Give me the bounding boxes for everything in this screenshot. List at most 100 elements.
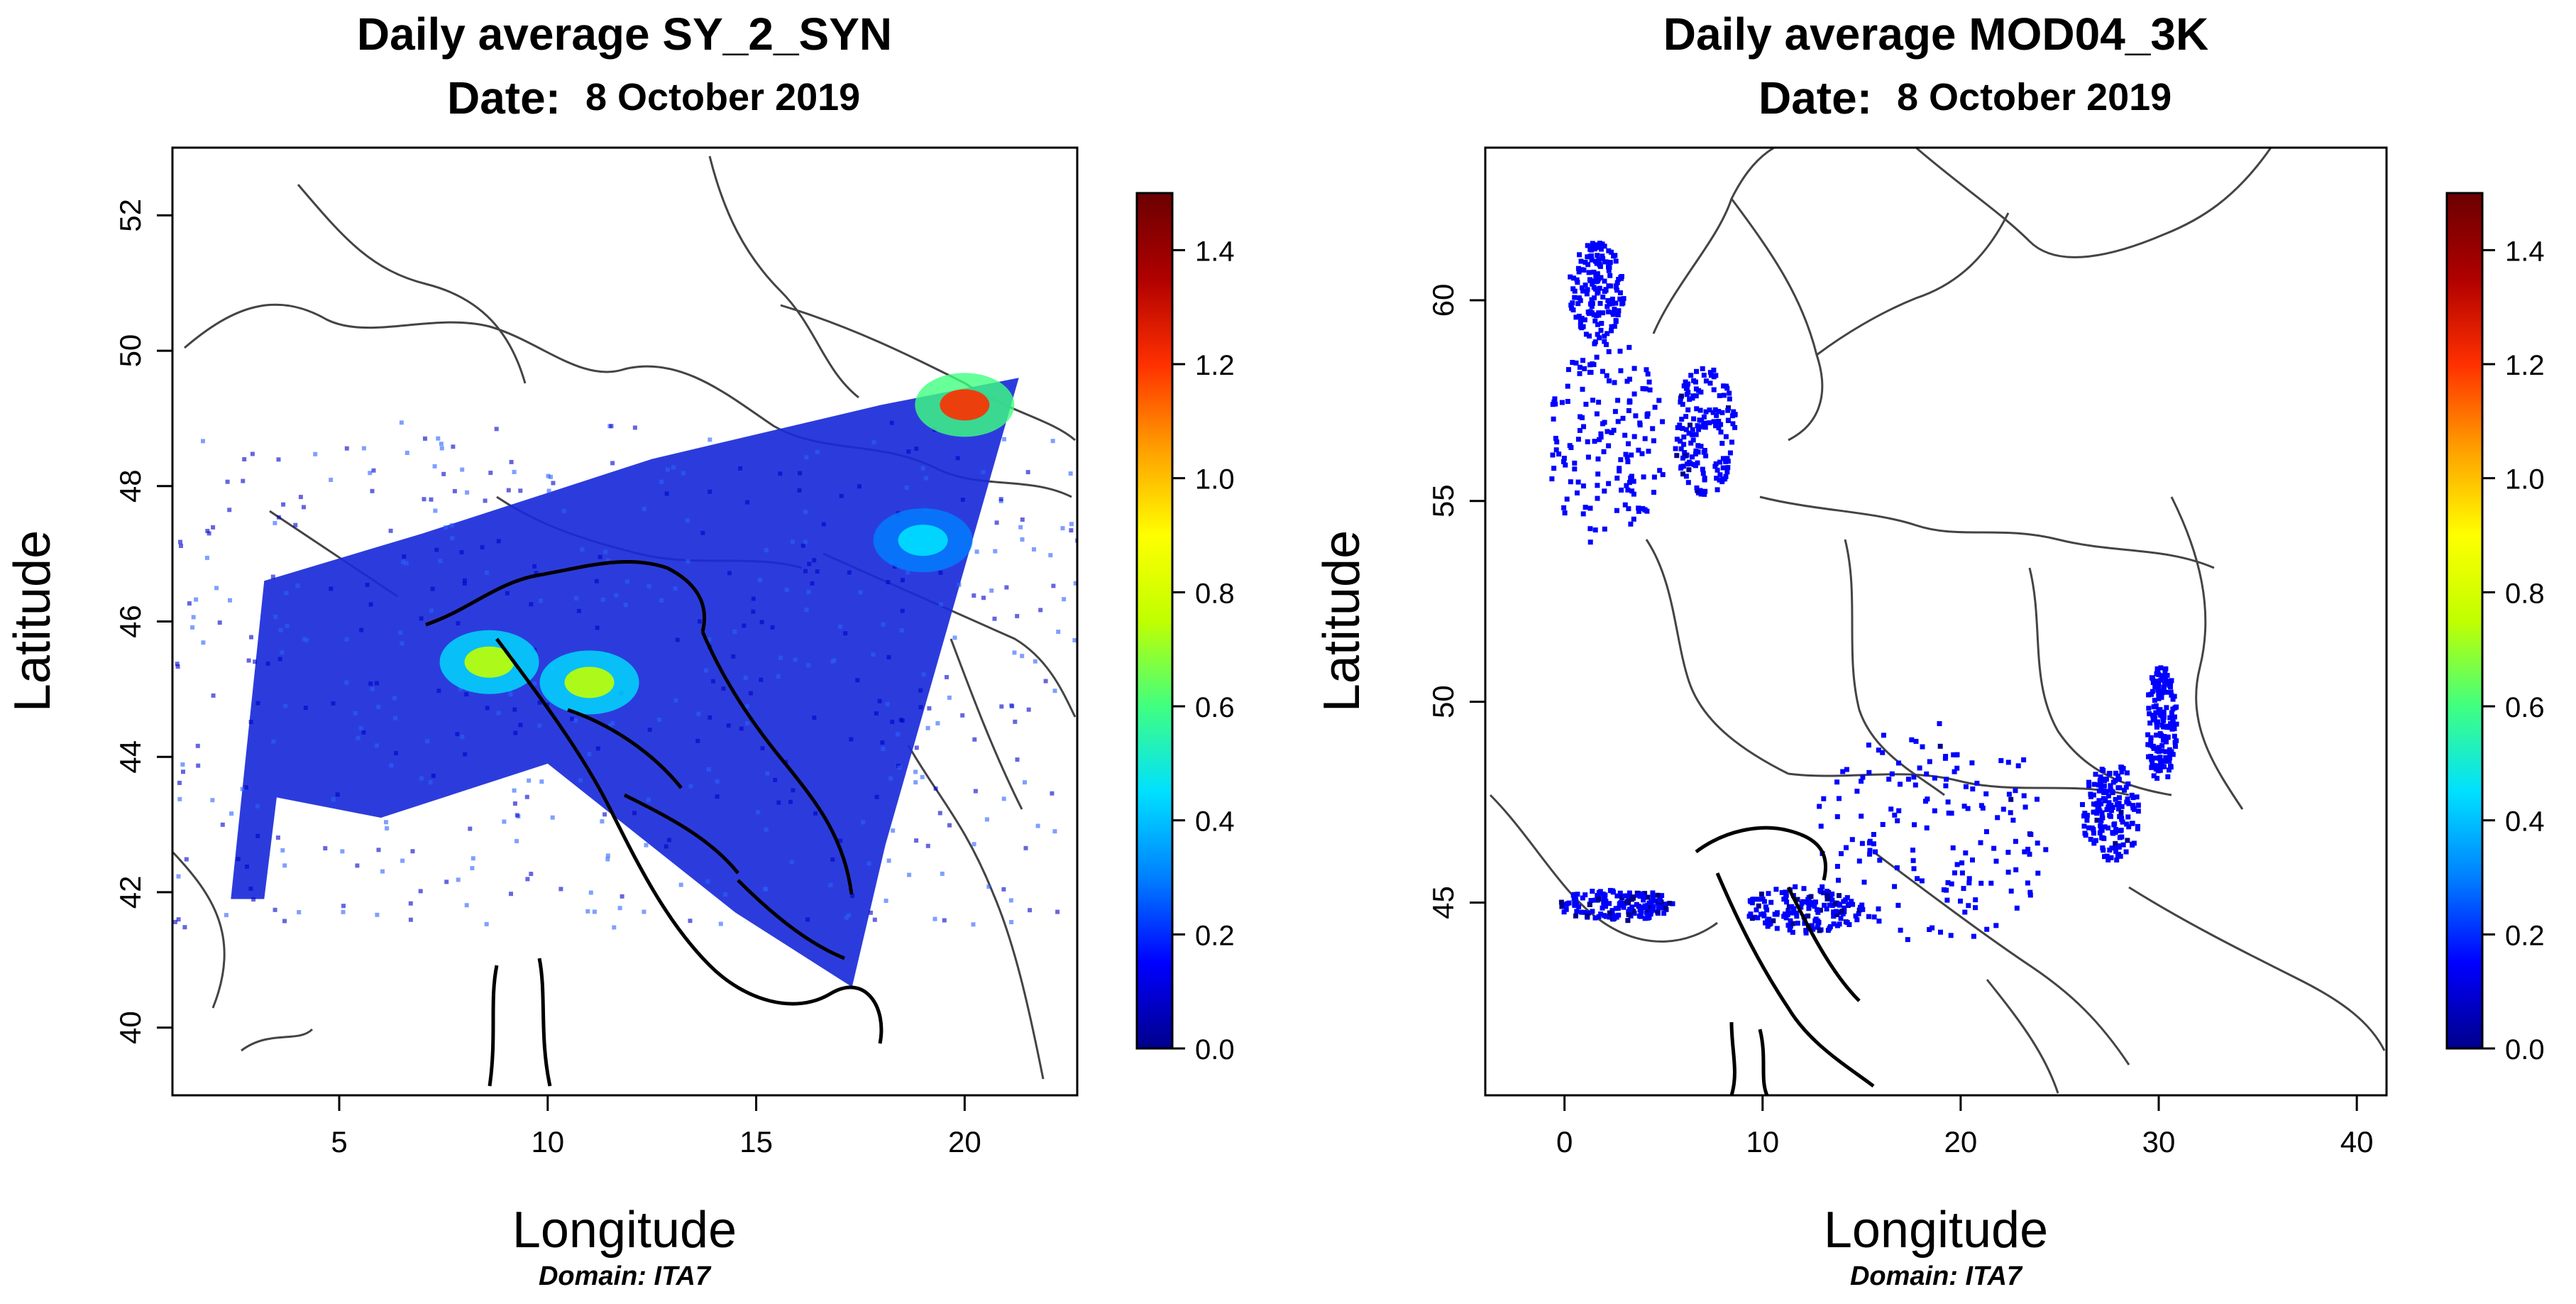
aod-pixel (436, 436, 441, 441)
aod-pixel (539, 598, 543, 603)
aod-pixel (1563, 906, 1569, 912)
aod-pixel (1606, 481, 1612, 486)
aod-pixel (1575, 301, 1581, 307)
aod-pixel (2150, 717, 2156, 723)
aod-pixel (1805, 913, 1811, 919)
aod-pixel (2162, 668, 2168, 674)
x-tick-label: 20 (948, 1125, 981, 1158)
aod-pixel (214, 586, 219, 591)
aod-pixel (821, 522, 826, 527)
aod-pixel (1937, 743, 1943, 749)
aod-pixel (1688, 440, 1694, 446)
aod-pixel (2167, 681, 2173, 686)
aod-pixel (685, 518, 690, 523)
aod-pixel (745, 500, 750, 505)
aod-pixel (1684, 384, 1690, 390)
aod-pixel (1725, 465, 1731, 471)
aod-pixel (914, 446, 919, 451)
aod-pixel (1603, 287, 1609, 293)
aod-pixel (2005, 870, 2011, 875)
aod-pixel (2161, 718, 2167, 723)
chart-title: Daily average SY_2_SYN (357, 9, 892, 60)
aod-pixel (1711, 367, 1717, 373)
colorbar-tick-label: 1.4 (2505, 236, 2545, 267)
aod-pixel (2159, 694, 2164, 700)
aod-pixel (402, 554, 407, 559)
aod-pixel (512, 469, 517, 474)
aod-pixel (700, 530, 705, 535)
aod-pixel (605, 558, 610, 563)
aod-pixel (1695, 423, 1700, 429)
aod-pixel (947, 695, 952, 700)
aod-pixel (657, 718, 662, 722)
aod-pixel (1043, 679, 1048, 684)
aod-pixel (935, 721, 940, 725)
aod-pixel (605, 853, 610, 858)
colorbar-tick-label: 1.4 (1195, 236, 1235, 267)
aod-pixel (1023, 780, 1027, 785)
aod-pixel (1626, 344, 1632, 350)
aod-pixel (1600, 905, 1605, 911)
aod-pixel (647, 728, 652, 732)
aod-pixel (1856, 858, 1862, 864)
aod-pixel (245, 864, 249, 869)
aod-pixel (1002, 437, 1006, 442)
aod-pixel (1582, 317, 1587, 323)
aod-pixel (1859, 813, 1864, 819)
aod-pixel (210, 798, 215, 803)
aod-pixel (2153, 710, 2159, 716)
aod-pixel (927, 706, 932, 711)
aod-pixel (1755, 915, 1761, 921)
aod-pixel (1646, 900, 1652, 906)
aod-pixel (1577, 427, 1583, 433)
aod-pixel (2108, 855, 2114, 860)
aod-pixel (344, 680, 349, 685)
aod-pixel (1641, 894, 1646, 899)
aod-pixel (803, 510, 808, 515)
aod-pixel (2091, 827, 2096, 832)
aod-pixel (1598, 911, 1604, 917)
aod-pixel (1013, 719, 1018, 724)
aod-pixel (1698, 389, 1704, 395)
aod-pixel (485, 706, 490, 711)
aod-pixel (1720, 465, 1726, 471)
aod-pixel (1983, 829, 1989, 835)
aod-pixel (2098, 827, 2104, 833)
aod-pixel (603, 549, 608, 554)
aod-pixel (2125, 814, 2131, 820)
aod-pixel (1563, 462, 1568, 468)
aod-pixel (981, 470, 986, 474)
aod-pixel (282, 919, 287, 924)
aod-pixel (1586, 910, 1591, 916)
aod-pixel (1794, 914, 1800, 919)
aod-pixel (1690, 393, 1696, 399)
aod-pixel (425, 739, 430, 744)
aod-pixel (1625, 459, 1631, 464)
aod-pixel (430, 586, 435, 591)
aod-pixel (1683, 414, 1689, 420)
aod-pixel (971, 922, 976, 927)
aod-pixel (1685, 390, 1691, 395)
aod-pixel (451, 444, 456, 449)
aod-pixel (1592, 339, 1598, 345)
aod-pixel (1702, 491, 1707, 497)
aod-pixel (1645, 912, 1651, 917)
aod-pixel (2113, 778, 2118, 784)
aod-pixel (1727, 450, 1733, 456)
aod-pixel (1572, 466, 1578, 472)
aod-pixel (2084, 813, 2090, 818)
aod-pixel (1717, 472, 1723, 478)
aod-pixel (1617, 296, 1623, 302)
aod-pixel (938, 570, 943, 575)
aod-pixel (463, 752, 468, 757)
aod-pixel (708, 715, 712, 720)
aod-pixel (2104, 807, 2110, 812)
aod-pixel (1603, 904, 1608, 909)
aod-pixel (2170, 696, 2176, 702)
aod-pixel (1035, 823, 1040, 828)
x-tick-label: 15 (739, 1125, 773, 1158)
aod-pixel (1578, 319, 1583, 325)
aod-pixel (2101, 788, 2106, 794)
aod-pixel (2123, 784, 2129, 790)
aod-pixel (1628, 521, 1634, 527)
